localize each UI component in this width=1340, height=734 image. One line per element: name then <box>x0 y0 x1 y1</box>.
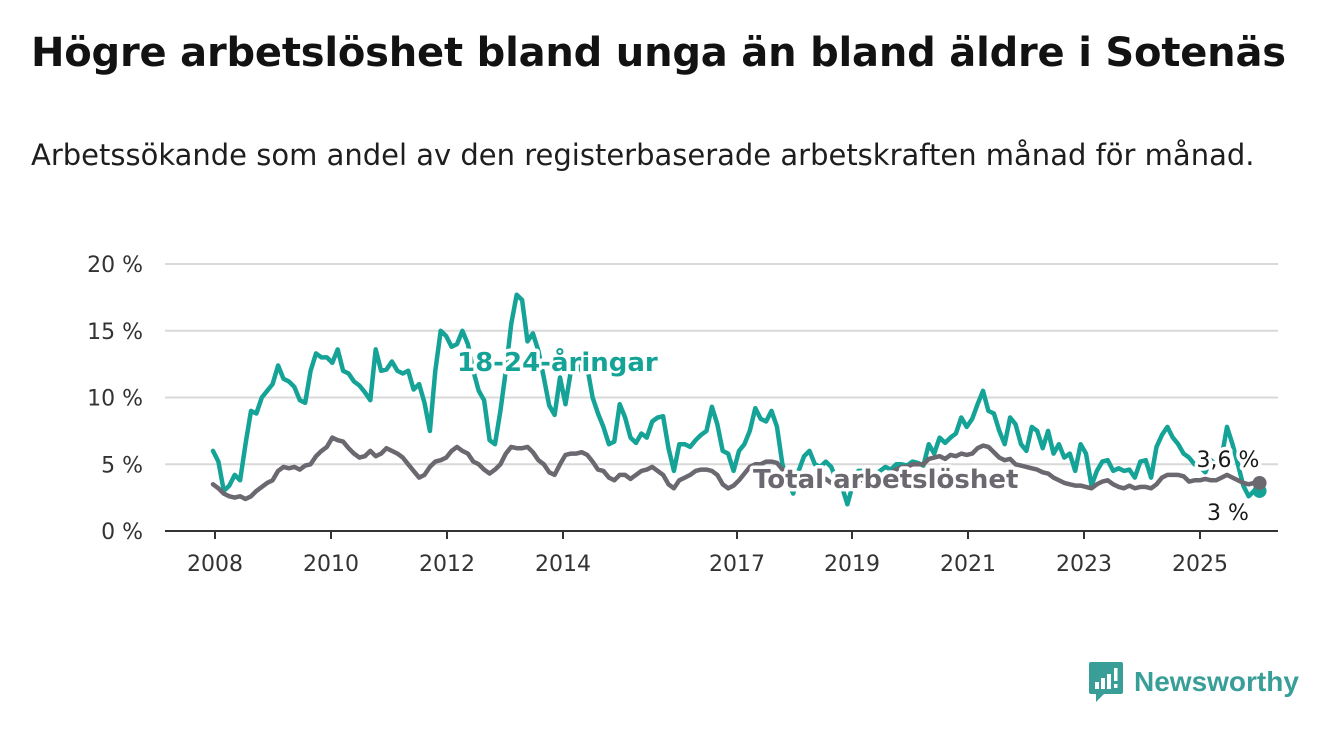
x-tick-label: 2019 <box>824 552 880 577</box>
y-tick-label: 15 % <box>87 320 143 345</box>
series-label-youth: 18-24-åringar <box>457 346 658 378</box>
y-tick-label: 10 % <box>87 387 143 412</box>
x-tick-label: 2025 <box>1172 552 1228 577</box>
series-label-total: Total arbetslöshet <box>753 465 1018 495</box>
series-line-youth <box>210 292 1262 507</box>
grid-lines <box>165 263 1278 466</box>
x-tick-label: 2012 <box>419 552 475 577</box>
y-axis-ticks: 0 % 5 % 10 % 15 % 20 % <box>87 253 143 545</box>
chart-subtitle: Arbetssökande som andel av den registerb… <box>31 138 1255 172</box>
newsworthy-logo: Newsworthy <box>1088 660 1299 704</box>
x-tick-label: 2008 <box>187 552 243 577</box>
x-tick-label: 2021 <box>940 552 996 577</box>
y-tick-label: 0 % <box>101 520 143 545</box>
series-line-total <box>210 435 1262 502</box>
x-axis-ticks: 2008 2010 2012 2014 2017 2019 2021 2023 2025 <box>187 531 1228 577</box>
x-tick-label: 2014 <box>535 552 591 577</box>
newsworthy-logo-icon <box>1089 662 1123 702</box>
end-label-youth: 3 % <box>1207 501 1249 526</box>
series-labels: 18-24-åringar Total arbetslöshet 3,6 % 3 % <box>454 343 1263 530</box>
chart-title: Högre arbetslöshet bland unga än bland ä… <box>31 30 1286 76</box>
y-tick-label: 5 % <box>101 453 143 478</box>
y-tick-label: 20 % <box>87 253 143 278</box>
x-tick-label: 2010 <box>303 552 359 577</box>
end-point-total <box>1252 475 1267 490</box>
brand-name: Newsworthy <box>1134 666 1299 697</box>
x-tick-label: 2017 <box>709 552 765 577</box>
series-lines <box>210 292 1267 507</box>
end-label-total: 3,6 % <box>1197 448 1260 473</box>
x-tick-label: 2023 <box>1056 552 1112 577</box>
